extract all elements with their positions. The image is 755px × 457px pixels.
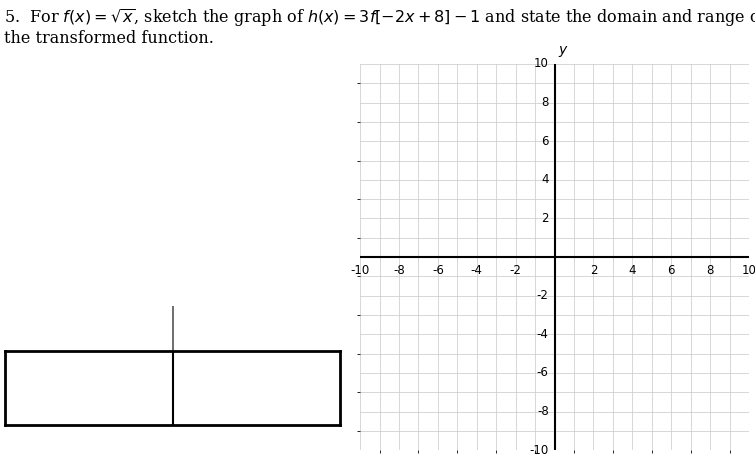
- Text: -6: -6: [432, 264, 444, 277]
- Text: -8: -8: [537, 405, 549, 418]
- Text: 6: 6: [667, 264, 675, 277]
- Text: -2: -2: [537, 289, 549, 302]
- Text: 8: 8: [707, 264, 713, 277]
- Text: 4: 4: [541, 173, 549, 186]
- Text: Domain: Domain: [51, 320, 128, 338]
- Text: 4: 4: [629, 264, 636, 277]
- Text: -4: -4: [537, 328, 549, 341]
- Text: -8: -8: [393, 264, 405, 277]
- Text: -6: -6: [537, 367, 549, 379]
- Text: 10: 10: [741, 264, 755, 277]
- Text: -4: -4: [471, 264, 482, 277]
- Text: -10: -10: [529, 444, 549, 457]
- Text: 8: 8: [541, 96, 549, 109]
- Text: -10: -10: [350, 264, 370, 277]
- Text: the transformed function.: the transformed function.: [4, 30, 214, 47]
- Text: -2: -2: [510, 264, 522, 277]
- Text: 6: 6: [541, 135, 549, 148]
- Text: 2: 2: [541, 212, 549, 225]
- Text: 5.  For $f(x) = \sqrt{x}$, sketch the graph of $h(x) = 3f[-2x + 8] - 1$ and stat: 5. For $f(x) = \sqrt{x}$, sketch the gra…: [4, 7, 755, 29]
- Text: 2: 2: [590, 264, 597, 277]
- Text: 10: 10: [534, 58, 549, 70]
- Text: Range: Range: [224, 320, 288, 338]
- Text: y: y: [558, 43, 566, 58]
